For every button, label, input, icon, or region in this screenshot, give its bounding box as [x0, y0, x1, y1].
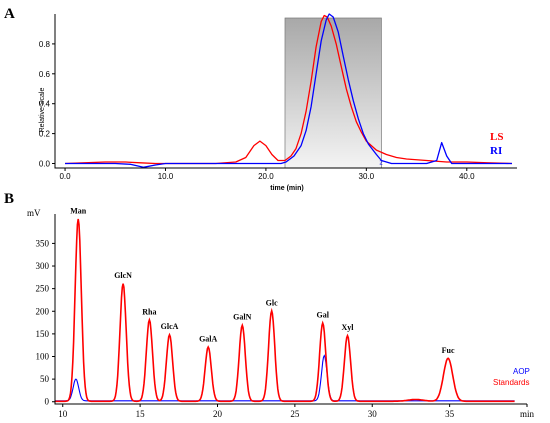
panel-b-x-tick-label: 15 [136, 409, 146, 419]
panel-b-x-tick-label: 20 [213, 409, 223, 419]
peak-label-gal: Gal [316, 310, 329, 319]
panel-a-region-marks: 2 [379, 161, 383, 167]
panel-b-y-axis-title: mV [27, 208, 41, 218]
panel-a-x-axis-title: time (min) [270, 185, 303, 192]
peak-label-glca: GlcA [161, 322, 179, 331]
panel-label-a: A [4, 6, 15, 22]
panel-a-y-tick-label: 0.6 [39, 70, 51, 79]
panel-a-series [64, 13, 513, 168]
panel-a-y-tick-label: 0.8 [39, 40, 51, 49]
panel-a-ticks: 0.0 10.0 20.0 30.0 40.0 0.0 0.2 0.4 0.6 0.8 [39, 40, 475, 181]
peak-label-fuc: Fuc [442, 346, 455, 355]
panel-b-y-tick-label: 200 [36, 306, 50, 316]
panel-b-peak-labels: Man GlcN Rha GlcA GalA GalN Glc Gal Xyl Fuc [70, 206, 455, 354]
panel-b-y-tick-label: 100 [36, 352, 50, 362]
series-ri-line [65, 13, 512, 168]
panel-a-y-tick-label: 0.4 [39, 100, 51, 109]
panel-a-y-tick-label: 0.0 [39, 160, 51, 169]
panel-b-y-tick-label: 0 [45, 397, 50, 407]
panel-a-x-tick-label: 10.0 [158, 172, 174, 181]
panel-a-y-axis-title: Relative Scale [39, 88, 46, 133]
panel-b-y-tick-label: 250 [36, 284, 50, 294]
panel-b-x-tick-label: 25 [290, 409, 300, 419]
panel-b-x-tick-label: min [520, 409, 535, 419]
highlight-region [284, 17, 382, 169]
panel-b-y-tick-label: 300 [36, 261, 50, 271]
peak-label-man: Man [70, 206, 87, 215]
panel-b-y-tick-label: 50 [40, 374, 50, 384]
panel-a-axes [54, 14, 517, 169]
panel-b-series [55, 218, 515, 403]
legend-standards: Standards [493, 378, 529, 387]
panel-b-x-tick-label: 35 [445, 409, 455, 419]
peak-label-gala: GalA [199, 334, 217, 343]
panel-label-b: B [4, 191, 14, 207]
panel-b-chart: 10 15 20 25 30 35 min 0 50 100 150 200 250 300 350 Man… [36, 206, 535, 419]
legend-ri: RI [490, 145, 502, 157]
panel-b-axes [54, 214, 527, 405]
legend-aop: AOP [513, 367, 530, 376]
panel-b-y-tick-label: 350 [36, 238, 50, 248]
panel-a-x-tick-label: 0.0 [59, 172, 71, 181]
panel-b-x-tick-label: 10 [58, 409, 68, 419]
peak-label-xyl: Xyl [341, 323, 354, 332]
peak-label-rha: Rha [142, 307, 156, 316]
panel-a-chart: 0.0 10.0 20.0 30.0 40.0 0.0 0.2 0.4 0.6 0.8 2 [39, 13, 517, 181]
panel-a-y-tick-label: 0.2 [39, 130, 51, 139]
panel-a-x-tick-label: 30.0 [359, 172, 375, 181]
peak-label-glc: Glc [266, 298, 278, 307]
panel-b-ticks: 10 15 20 25 30 35 min 0 50 100 150 200 250 300 350 [36, 238, 535, 419]
peak-label-galn: GalN [233, 313, 251, 322]
legend-ls: LS [490, 131, 503, 143]
series-standards-line [55, 218, 515, 403]
region-mark: 2 [379, 161, 383, 167]
peak-label-glcn: GlcN [114, 271, 132, 280]
panel-a-x-tick-label: 20.0 [258, 172, 274, 181]
panel-a-x-tick-label: 40.0 [459, 172, 475, 181]
panel-b-x-tick-label: 30 [368, 409, 378, 419]
panel-b-y-tick-label: 150 [36, 329, 50, 339]
